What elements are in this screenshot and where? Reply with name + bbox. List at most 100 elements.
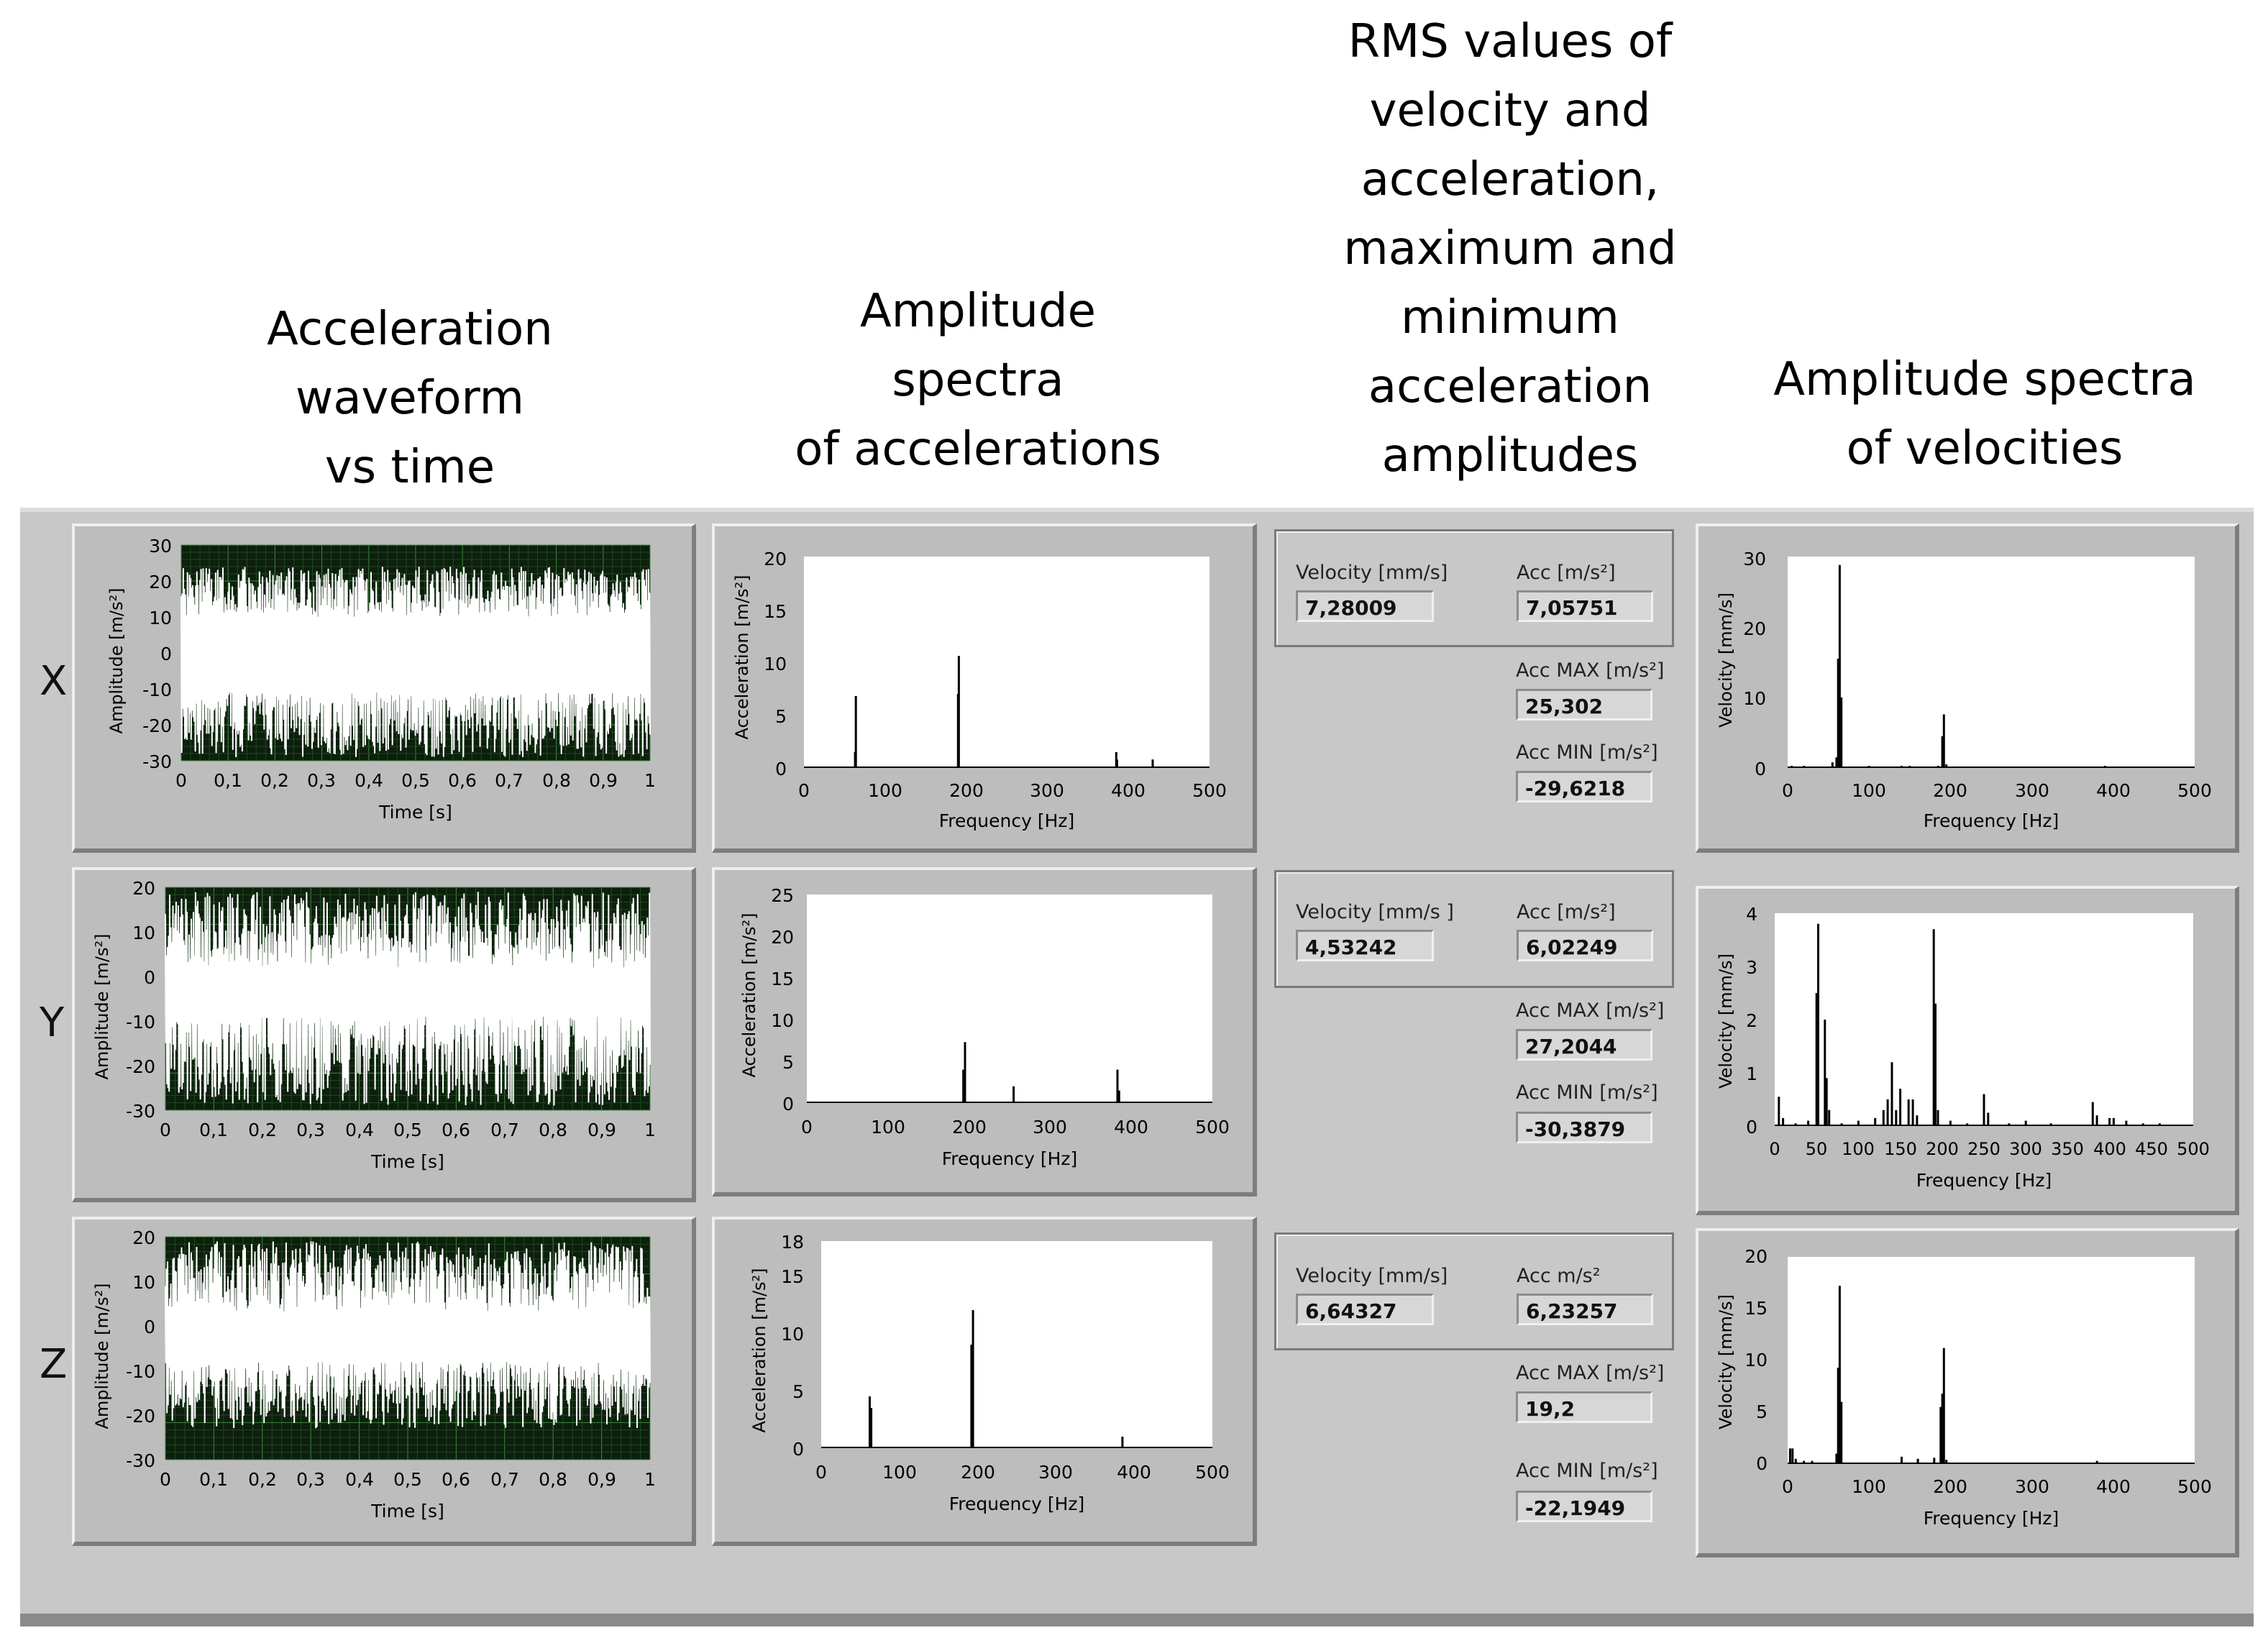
- ytick: 10: [1743, 688, 1766, 709]
- xtick: 100: [871, 1117, 905, 1138]
- xtick: 0,1: [214, 770, 242, 791]
- ytick: 0: [775, 759, 787, 779]
- ytick: 30: [1743, 549, 1766, 569]
- acc-spectrum-frame-x: Acceleration [m/s²] 20 15 10 5 0 0 100 200 300 4…: [712, 523, 1257, 853]
- xtick: 0,4: [345, 1469, 374, 1490]
- rms-group-y: Velocity [mm/s ] 4,53242 Acc [m/s²] 6,02…: [1274, 870, 1674, 988]
- spectrum-bars: [821, 1310, 1212, 1448]
- xtick: 0: [175, 770, 187, 791]
- ylabel: Acceleration [m/s²]: [732, 575, 752, 739]
- xtick: 0,8: [542, 770, 571, 791]
- ylabel: Amplitude [m/s²]: [92, 934, 112, 1080]
- ytick: 10: [1745, 1350, 1768, 1371]
- xtick: 100: [882, 1462, 917, 1483]
- acc-max-label: Acc MAX [m/s²]: [1516, 1362, 1665, 1384]
- ytick: 20: [132, 878, 155, 899]
- axis-label-y: Y: [40, 999, 65, 1046]
- xtick: 0,4: [345, 1120, 374, 1140]
- xticks: 0 100 200 300 400 500: [815, 1462, 1230, 1483]
- vel-spectrum-chart-y: Velocity [mm/s] 4 3 2 1 0 0 50 100 150 200 250 300…: [1716, 904, 2210, 1191]
- waveform-frame-x: Amplitude [m/s²] 30 20 10 0 -10 -20 -30 0 0,1 0,…: [72, 523, 696, 853]
- ylabel: Amplitude [m/s²]: [106, 588, 127, 734]
- xtick: 0,9: [587, 1120, 616, 1140]
- ytick: -20: [126, 1056, 155, 1077]
- ylabel: Acceleration [m/s²]: [739, 912, 759, 1077]
- xtick: 0,1: [199, 1469, 228, 1490]
- xtick: 500: [2177, 780, 2212, 801]
- ytick: 15: [1745, 1298, 1768, 1319]
- axis-label-z: Z: [40, 1341, 68, 1388]
- xtick: 300: [2015, 780, 2049, 801]
- xtick: 1: [644, 1469, 656, 1490]
- xtick: 500: [1195, 1117, 1230, 1138]
- acc-max-value: 27,2044: [1516, 1029, 1652, 1061]
- xtick: 250: [1967, 1139, 2000, 1159]
- xtick: 200: [949, 780, 984, 801]
- acc-max-label: Acc MAX [m/s²]: [1516, 999, 1665, 1022]
- xtick: 500: [1192, 780, 1227, 801]
- ytick: 10: [771, 1010, 794, 1031]
- ytick: 0: [1756, 1453, 1768, 1474]
- acc-min-label: Acc MIN [m/s²]: [1516, 1081, 1658, 1104]
- waveform-chart-x: Amplitude [m/s²] 30 20 10 0 -10 -20 -30 0 0,1 0,…: [106, 536, 656, 823]
- xtick: 500: [1195, 1462, 1230, 1483]
- xticks: 0 0,1 0,2 0,3 0,4 0,5 0,6 0,7 0,8 0,9 1: [160, 1120, 656, 1140]
- xtick: 0: [1782, 780, 1793, 801]
- xlabel: Frequency [Hz]: [949, 1493, 1085, 1514]
- ytick: -20: [126, 1406, 155, 1427]
- xticks: 0 0,1 0,2 0,3 0,4 0,5 0,6 0,7 0,8 0,9 1: [160, 1469, 656, 1490]
- ytick: 0: [792, 1439, 804, 1460]
- ytick: 0: [144, 1317, 155, 1337]
- yticks: 20 15 10 5 0: [1745, 1246, 1768, 1474]
- velocity-label: Velocity [mm/s]: [1296, 1265, 1448, 1287]
- xticks: 0 100 200 300 400 500: [798, 780, 1227, 801]
- velocity-rms-value: 4,53242: [1296, 930, 1434, 961]
- acc-spectrum-frame-z: Acceleration [m/s²] 18 15 10 5 0 0 100 200 300 4…: [712, 1217, 1257, 1546]
- xtick: 0,1: [199, 1120, 228, 1140]
- xtick: 0,7: [490, 1469, 519, 1490]
- acc-max-label: Acc MAX [m/s²]: [1516, 659, 1665, 682]
- ytick: 10: [132, 923, 155, 943]
- xtick: 400: [2093, 1139, 2126, 1159]
- acc-max-value: 25,302: [1516, 689, 1652, 720]
- ytick: 30: [149, 536, 172, 557]
- xtick: 450: [2135, 1139, 2168, 1159]
- header-rms: RMS values of velocity and acceleration,…: [1343, 15, 1677, 482]
- ytick: 10: [764, 654, 787, 674]
- xtick: 200: [961, 1462, 995, 1483]
- vel-spectrum-frame-z: Velocity [mm/s] 20 15 10 5 0 0 100 200 300 400 50…: [1696, 1228, 2239, 1557]
- vel-spectrum-frame-y: Velocity [mm/s] 4 3 2 1 0 0 50 100 150 200 250 300…: [1696, 886, 2239, 1215]
- ytick: 25: [771, 885, 794, 906]
- acc-spectrum-chart-z: Acceleration [m/s²] 18 15 10 5 0 0 100 200 300 4…: [749, 1232, 1230, 1514]
- xtick: 0,2: [248, 1120, 277, 1140]
- xtick: 0,5: [393, 1469, 422, 1490]
- xtick: 0,7: [495, 770, 523, 791]
- header-acc-waveform: Acceleration waveform vs time: [267, 303, 553, 494]
- ytick: -10: [126, 1012, 155, 1033]
- acc-spectrum-chart-x: Acceleration [m/s²] 20 15 10 5 0 0 100 200 300 4…: [732, 549, 1227, 831]
- ytick: -30: [126, 1450, 155, 1471]
- xtick: 0,8: [539, 1120, 567, 1140]
- yticks: 20 15 10 5 0: [764, 549, 787, 779]
- xtick: 0,9: [589, 770, 618, 791]
- xtick: 0,5: [401, 770, 430, 791]
- ytick: 0: [144, 967, 155, 988]
- waveform-frame-y: Amplitude [m/s²] 20 10 0 -10 -20 -30 0 0,1 0,2 0…: [72, 867, 696, 1202]
- ytick: 20: [771, 927, 794, 948]
- xtick: 400: [1117, 1462, 1151, 1483]
- xtick: 1: [644, 770, 656, 791]
- yticks: 18 15 10 5 0: [781, 1232, 804, 1460]
- xtick: 0: [160, 1469, 171, 1490]
- rms-group-x: Velocity [mm/s] 7,28009 Acc [m/s²] 7,057…: [1274, 529, 1674, 647]
- xtick: 0,4: [355, 770, 383, 791]
- xtick: 0,7: [490, 1120, 519, 1140]
- ytick: -10: [126, 1361, 155, 1382]
- xtick: 0: [801, 1117, 813, 1138]
- yticks: 25 20 15 10 5 0: [771, 885, 794, 1115]
- xtick: 300: [1038, 1462, 1073, 1483]
- xtick: 0: [815, 1462, 827, 1483]
- spectrum-bars: [804, 656, 1210, 768]
- xtick: 0,3: [296, 1120, 325, 1140]
- acc-rms-value: 6,23257: [1517, 1294, 1653, 1325]
- xtick: 200: [1933, 780, 1967, 801]
